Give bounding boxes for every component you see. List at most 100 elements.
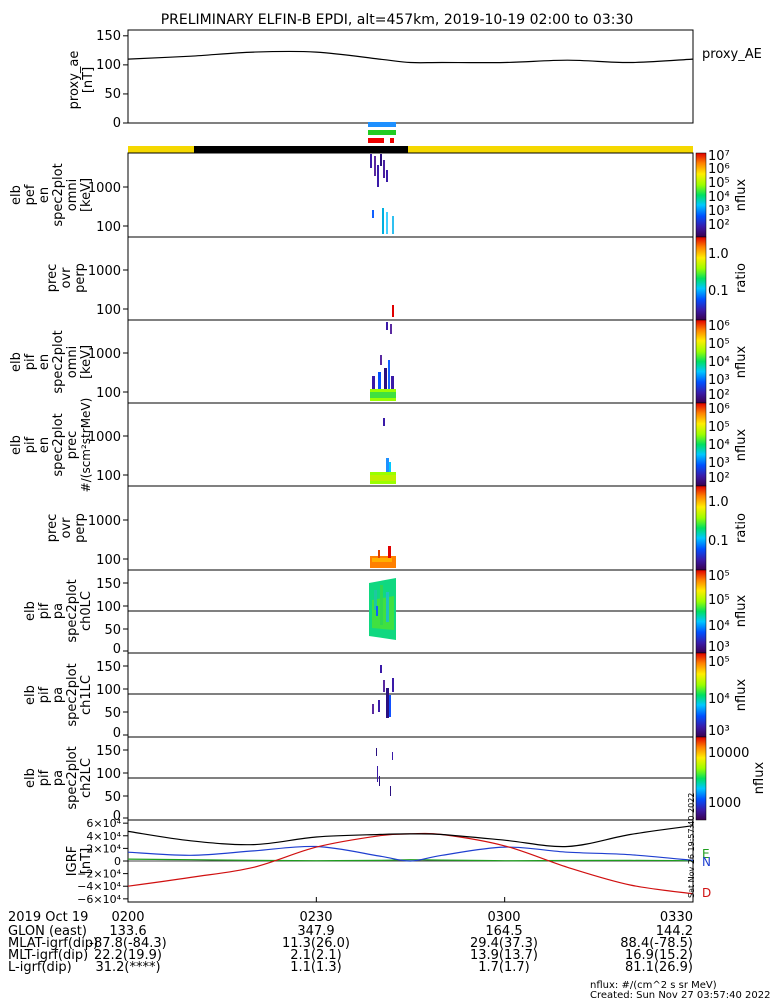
colorbar-1 — [695, 152, 707, 238]
panel-6-ylabel-5: ch0LC — [79, 591, 94, 631]
cbar-5-tick-2: 1.0 — [708, 495, 729, 510]
xtick-label-0230: 0230 — [299, 910, 332, 925]
ytick-label: −4×10⁴ — [77, 880, 121, 893]
indicator-bars — [128, 122, 693, 153]
igrf-legend-E: E — [702, 847, 710, 861]
row-mlt-v2: 13.9(13.7) — [470, 948, 538, 963]
row-mlt-v0: 22.2(19.9) — [94, 948, 162, 963]
cbar-4-tick-2: 10³ — [708, 456, 730, 471]
panel-1-ylabel-5: omni — [65, 179, 80, 211]
ae-yticks: 0 50 100 150 — [96, 29, 128, 131]
cbar-1-label: nflux — [734, 179, 749, 212]
xtick-label-0300: 0300 — [487, 910, 520, 925]
panel-ch1lc: 150 100 50 0 elb pif pa spec2plot ch1LC … — [23, 652, 749, 741]
colorbar-7 — [695, 652, 707, 738]
row-mlat-v0: -87.8(-84.3) — [89, 936, 166, 951]
panel-2-heat-marks — [392, 305, 394, 317]
ytick-label: 6×10⁴ — [86, 817, 121, 830]
panel-7-ylabel-3: pa — [51, 687, 66, 703]
row-mlat-v1: 11.3(26.0) — [282, 936, 350, 951]
panel-1-ylabel-1: elb — [9, 185, 24, 205]
cbar-1-tick-2: 10³ — [708, 204, 730, 219]
panel-ch0lc: 150 100 50 0 elb pif pa spec2plot ch0LC … — [23, 569, 749, 657]
panel-3-ylabel-2: pif — [23, 353, 38, 370]
cbar-2-tick-1: 0.1 — [708, 284, 729, 299]
row-mlat-v3: 88.4(-78.5) — [620, 936, 693, 951]
cbar-7-label: nflux — [734, 679, 749, 712]
panel-8-ylabel-3: pa — [51, 770, 66, 786]
panel-2-frame — [127, 236, 694, 321]
colorbar-3 — [695, 319, 707, 404]
panel-4-ytick-1000: 1000 — [88, 430, 121, 445]
ytick-label: 50 — [104, 87, 121, 102]
panel-4-ylabel-2: pif — [23, 436, 38, 453]
panel-8-ytick-150: 150 — [96, 744, 121, 759]
figure-title: PRELIMINARY ELFIN-B EPDI, alt=457km, 201… — [161, 12, 634, 28]
cbar-6-tick-4: 10⁵ — [708, 569, 730, 584]
panel-7-ytick-0: 0 — [113, 726, 121, 741]
colorbar-6 — [695, 569, 707, 654]
panel-2-ytick-100: 100 — [96, 303, 121, 318]
bar-red-2 — [390, 138, 394, 143]
cbar-2-tick-2: 1.0 — [708, 247, 729, 262]
cbar-4-tick-1: 10² — [708, 471, 730, 486]
panel-6-ylabel-4: spec2plot — [65, 579, 80, 642]
row-l-v1: 1.1(1.3) — [290, 960, 342, 975]
ae-ylabel-2: [nT] — [81, 67, 96, 93]
bar-black — [194, 146, 408, 153]
igrf-line-total — [127, 825, 694, 848]
panel-5-ylabel-1: prec — [45, 514, 60, 542]
row-glon-v1: 347.9 — [297, 924, 334, 939]
bar-green — [368, 130, 396, 135]
cbar-4-tick-5: 10⁶ — [708, 402, 730, 417]
panel-4-ylabel-6: #/(scm²strMeV) — [79, 398, 93, 493]
row-mlt-v3: 16.9(15.2) — [625, 948, 693, 963]
panel-pif-omni: 1000 100 elb pif en spec2plot omni [keV]… — [9, 319, 749, 404]
ytick-label: 150 — [96, 29, 121, 44]
cbar-4-label: nflux — [734, 429, 749, 462]
row-mlat-v2: 29.4(37.3) — [470, 936, 538, 951]
panel-4-frame — [127, 402, 694, 487]
ytick-label: 0 — [114, 855, 121, 868]
cbar-6-label: nflux — [734, 595, 749, 628]
panel-3-ylabel-6: [keV] — [79, 345, 94, 379]
cbar-7-tick-3: 10⁵ — [708, 655, 730, 670]
ae-legend: proxy_AE — [702, 47, 762, 62]
panel-7-ylabel-4: spec2plot — [65, 663, 80, 726]
cbar-3-tick-3: 10⁴ — [708, 355, 730, 370]
ytick-label: −2×10⁴ — [77, 868, 121, 881]
panel-3-ylabel-4: spec2plot — [51, 330, 66, 393]
panel-8-ytick-50: 50 — [104, 790, 121, 805]
panel-7-ytick-50: 50 — [104, 706, 121, 721]
panel-2-ytick-1000: 1000 — [88, 264, 121, 279]
panel-8-ytick-100: 100 — [96, 767, 121, 782]
panel-2-ylabel-2: ovr — [59, 267, 74, 289]
igrf-line-N — [127, 845, 694, 862]
row-mlt-v1: 2.1(2.1) — [290, 948, 342, 963]
panel-2-ylabel-3: perp — [73, 263, 88, 293]
bar-yellow-left — [128, 146, 194, 153]
panel-5-ylabel-3: perp — [73, 513, 88, 543]
panel-5-heat-marks — [370, 546, 396, 568]
footer-units: nflux: #/(cm^2 s sr MeV) — [590, 980, 717, 991]
panel-4-ylabel-4: spec2plot — [51, 413, 66, 476]
igrf-ylabel-1: IGRF — [65, 846, 80, 876]
cbar-2-label: ratio — [734, 263, 749, 293]
panel-5-ytick-1000: 1000 — [88, 514, 121, 529]
panel-3-ylabel-5: omni — [65, 346, 80, 378]
cbar-6-tick-3: 10⁵ — [708, 593, 730, 608]
panel-7-ylabel-5: ch1LC — [79, 675, 94, 715]
panel-pif-prec: 1000 100 elb pif en spec2plot prec #/(sc… — [9, 398, 749, 493]
panel-3-ytick-1000: 1000 — [88, 347, 121, 362]
panel-5-frame — [127, 485, 694, 571]
panel-proxy-ae: 0 50 100 150 proxy_ae [nT] proxy_AE — [67, 29, 762, 131]
cbar-4-tick-4: 10⁵ — [708, 420, 730, 435]
colorbar-4 — [695, 402, 707, 487]
ytick-label: 4×10⁴ — [86, 830, 121, 843]
panel-1-ylabel-3: en — [37, 187, 52, 203]
cbar-3-tick-5: 10⁶ — [708, 319, 730, 334]
panel-3-heat-marks — [370, 322, 396, 401]
panel-6-ylabel-3: pa — [51, 603, 66, 619]
